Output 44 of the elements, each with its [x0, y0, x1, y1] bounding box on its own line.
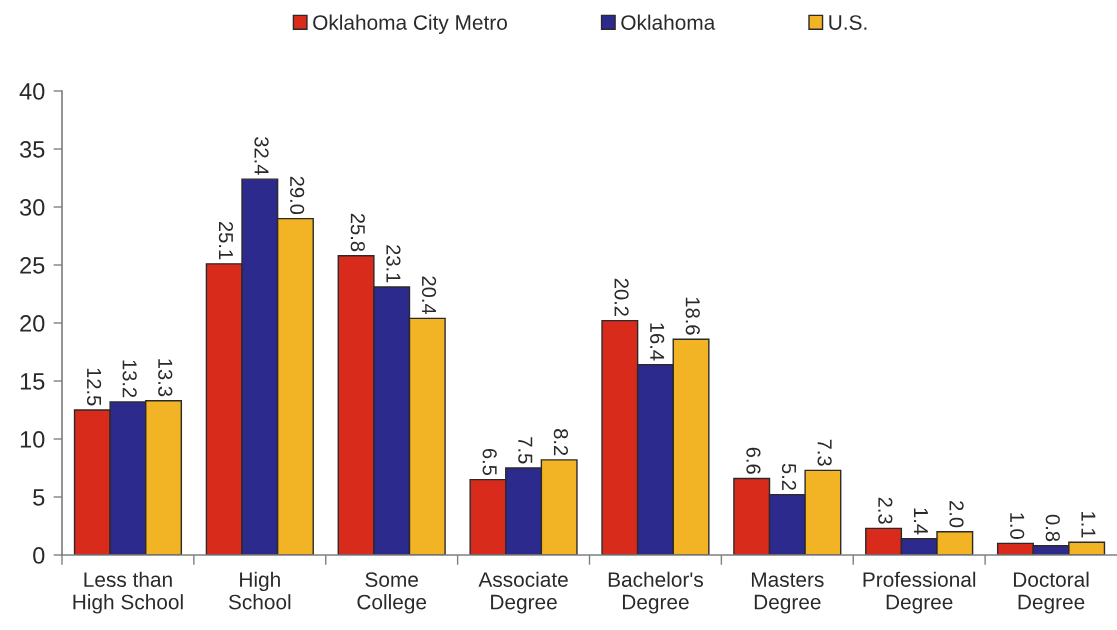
x-tick-label: Some College — [357, 572, 427, 614]
data-label: 2.0 — [949, 501, 964, 528]
data-label: 1.4 — [913, 508, 928, 535]
data-label: 0.8 — [1045, 514, 1060, 542]
y-tick-label: 15 — [20, 373, 45, 390]
data-label: 2.3 — [878, 497, 893, 524]
data-label: 13.3 — [158, 359, 173, 397]
x-tick-label: Professional Degree — [863, 571, 976, 614]
y-tick-label: 35 — [19, 141, 45, 158]
data-label: 13.2 — [122, 360, 137, 398]
x-tick-label: Less than High School — [73, 571, 183, 614]
legend-label: U.S. — [829, 15, 867, 30]
x-tick-label: Associate Degree — [478, 571, 568, 614]
data-label: 7.5 — [518, 437, 533, 464]
data-label: 1.0 — [1010, 513, 1025, 539]
y-tick-label: 40 — [19, 83, 45, 100]
y-tick-label: 5 — [33, 489, 45, 506]
data-label: 18.6 — [685, 297, 700, 335]
data-label: 23.1 — [386, 245, 401, 283]
x-tick-label: Bachelor's Degree — [608, 571, 703, 614]
y-tick-label: 0 — [33, 547, 45, 564]
data-label: 5.2 — [781, 463, 797, 490]
y-tick-label: 25 — [20, 257, 45, 274]
x-tick-label: Doctoral Degree — [1013, 571, 1089, 614]
data-label: 8.2 — [553, 429, 569, 456]
data-label: 29.0 — [290, 176, 305, 215]
data-label: 16.4 — [650, 323, 665, 361]
y-tick-label: 20 — [20, 315, 45, 332]
y-tick-label: 10 — [20, 431, 45, 448]
data-label: 32.4 — [254, 137, 269, 175]
legend-label: Oklahoma — [621, 14, 716, 30]
data-label: 6.6 — [746, 447, 761, 474]
legend-label: Oklahoma City Metro — [313, 14, 507, 34]
data-label: 25.1 — [218, 221, 234, 260]
data-label: 20.2 — [614, 278, 629, 316]
data-label: 6.5 — [482, 448, 497, 476]
data-label: 12.5 — [86, 368, 102, 406]
data-label: 7.3 — [817, 439, 832, 466]
data-label: 1.1 — [1081, 512, 1096, 538]
x-tick-label: Masters Degree — [751, 572, 824, 614]
data-label: 20.4 — [421, 276, 437, 315]
y-tick-label: 30 — [19, 199, 45, 216]
x-tick-label: High School — [228, 571, 291, 610]
data-label: 25.8 — [350, 213, 365, 252]
